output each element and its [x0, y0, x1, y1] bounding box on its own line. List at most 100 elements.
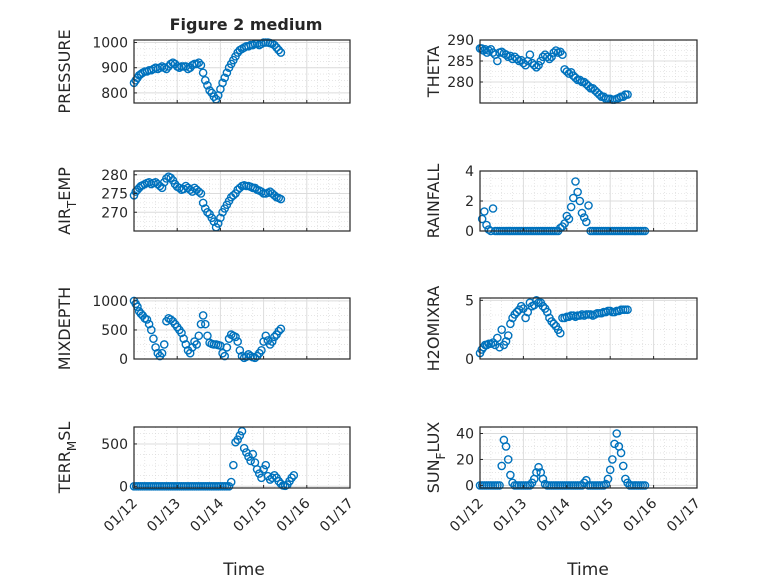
- subplot-7: 0 500 01/12 01/13 01/14 01/15 01/16 01/17 TERRMS…: [55, 422, 357, 536]
- subplot-5: 0 500 1000 MIXDEPTH: [55, 287, 351, 370]
- y-tick-label: 1000: [92, 294, 128, 310]
- data-point: [162, 64, 171, 74]
- data-point: [595, 90, 604, 99]
- x-tick-label: 01/15: [231, 496, 271, 536]
- data-point: [525, 50, 535, 60]
- subplot-4: 0 2 4 RAINFALL: [424, 164, 698, 240]
- data-point: [185, 185, 195, 195]
- data-point: [250, 353, 260, 363]
- data-point: [542, 52, 552, 62]
- data-point: [488, 204, 498, 213]
- y-tick-label: 500: [101, 323, 128, 339]
- data-point: [231, 437, 240, 447]
- y-tick-label: 0: [465, 352, 474, 368]
- y-axis-label: SUNFLUX: [424, 422, 448, 494]
- axes-box: [479, 297, 698, 360]
- data-point: [616, 448, 626, 458]
- data-point: [623, 305, 632, 315]
- data-point: [239, 443, 249, 453]
- y-tick-label: 280: [101, 168, 128, 184]
- data-point: [263, 336, 273, 345]
- data-point: [577, 208, 587, 218]
- data-point: [564, 214, 574, 224]
- data-point: [229, 460, 238, 470]
- data-point: [560, 219, 569, 228]
- data-point: [200, 76, 210, 85]
- data-point: [200, 319, 210, 329]
- subplot-1: 800 900 1000 PRESSURE: [55, 29, 351, 114]
- data-point: [618, 461, 628, 471]
- data-point: [289, 470, 299, 480]
- x-tick-label: 01/12: [101, 496, 141, 536]
- data-point: [523, 307, 533, 317]
- data-point: [549, 319, 559, 329]
- data-point: [579, 213, 589, 222]
- data-point: [512, 54, 522, 64]
- y-axis-label-subscript: T: [65, 200, 79, 209]
- data-point: [194, 58, 204, 67]
- y-tick-label: 900: [101, 61, 128, 77]
- subplot-6: 0 5 H2OMIXRA: [424, 286, 698, 372]
- y-tick-label: 285: [447, 54, 474, 70]
- data-point: [547, 317, 556, 326]
- data-point: [220, 351, 230, 361]
- data-point: [501, 50, 511, 60]
- data-point: [534, 60, 543, 70]
- data-point: [551, 46, 561, 55]
- axes-box: [133, 39, 351, 104]
- y-axis-label-subscript: F: [434, 452, 448, 459]
- data-point: [497, 461, 507, 471]
- y-tick-label: 0: [465, 224, 474, 240]
- y-axis-label: RAINFALL: [424, 164, 443, 239]
- data-point: [488, 338, 498, 347]
- data-point: [203, 81, 212, 90]
- data-point: [274, 326, 284, 336]
- data-point: [198, 68, 208, 78]
- data-point: [493, 333, 502, 343]
- data-point: [506, 470, 515, 480]
- data-point: [267, 337, 277, 346]
- y-tick-label: 0: [119, 479, 128, 495]
- subplot-3: 270 275 280 AIRTEMP: [55, 167, 351, 235]
- data-point: [142, 315, 152, 324]
- data-point: [545, 54, 554, 64]
- y-tick-label: 2: [465, 194, 474, 210]
- data-point: [558, 50, 567, 60]
- y-axis-label: PRESSURE: [55, 29, 74, 113]
- data-point: [250, 183, 260, 193]
- data-point: [287, 473, 296, 483]
- data-point: [198, 311, 208, 320]
- data-point: [198, 198, 208, 208]
- data-point: [222, 68, 232, 78]
- data-point: [519, 58, 528, 68]
- y-tick-label: 290: [447, 33, 474, 49]
- y-axis-label: THETA: [424, 46, 443, 98]
- data-point: [196, 189, 206, 198]
- data-point: [144, 177, 154, 187]
- y-axis-label: H2OMIXRA: [424, 286, 443, 372]
- data-point: [248, 449, 258, 459]
- data-point: [603, 474, 613, 484]
- data-point: [608, 455, 617, 464]
- data-point: [584, 81, 593, 91]
- data-point: [482, 220, 491, 230]
- data-point: [194, 187, 204, 196]
- data-point: [235, 431, 245, 440]
- x-tick-label: 01/16: [621, 495, 661, 535]
- x-axis-label-right: Time: [566, 560, 609, 580]
- data-point: [220, 73, 230, 83]
- data-point: [257, 345, 266, 355]
- axes-box: [133, 170, 351, 232]
- y-axis-label-suffix: EMP: [55, 167, 74, 201]
- y-tick-label: 270: [101, 205, 128, 221]
- data-point: [259, 465, 268, 474]
- data-point: [237, 426, 247, 436]
- data-point: [224, 482, 234, 491]
- data-point: [157, 348, 167, 358]
- y-axis-label: AIRTEMP: [55, 167, 79, 235]
- x-tick-label: 01/17: [664, 496, 704, 536]
- data-point: [582, 475, 591, 485]
- data-point: [261, 460, 271, 470]
- data-point: [612, 429, 622, 438]
